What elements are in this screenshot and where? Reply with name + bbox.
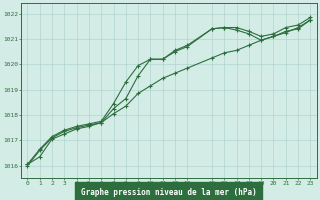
X-axis label: Graphe pression niveau de la mer (hPa): Graphe pression niveau de la mer (hPa): [81, 188, 257, 197]
